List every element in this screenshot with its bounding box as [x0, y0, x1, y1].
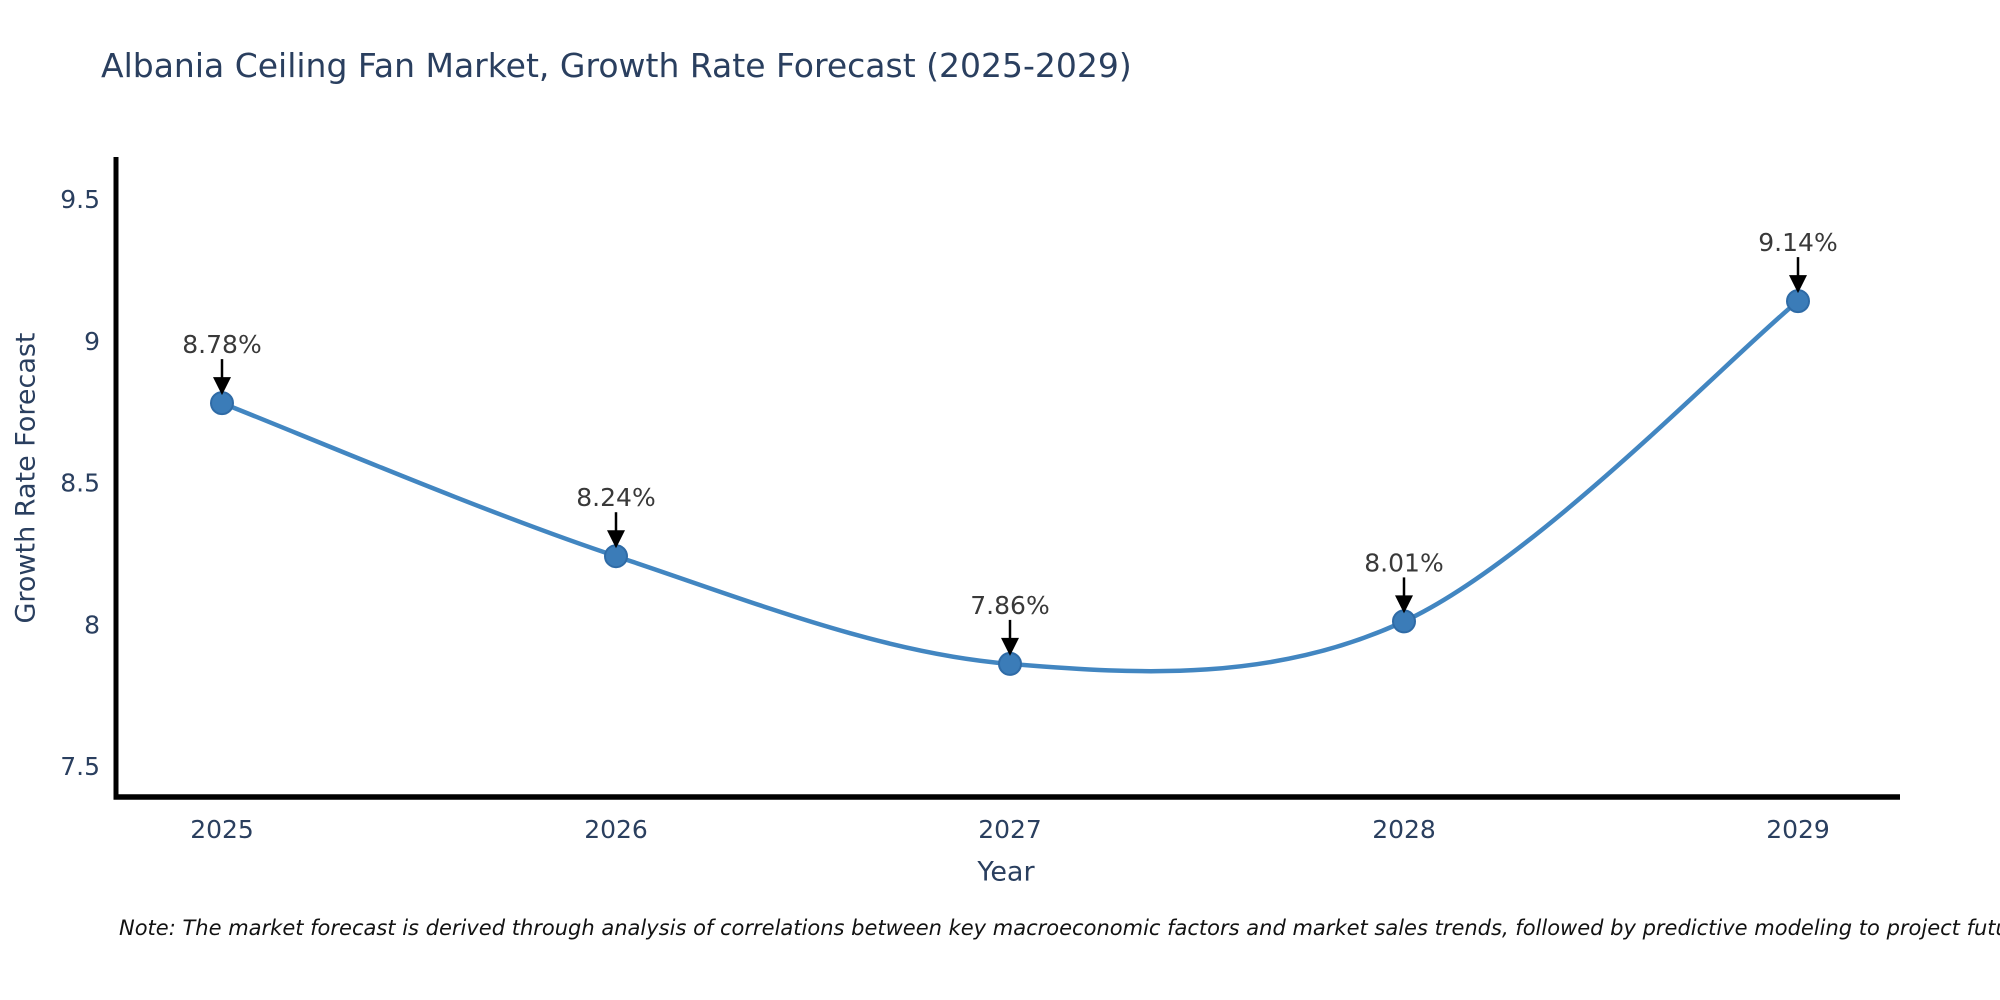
- point-value-label: 8.24%: [576, 483, 655, 512]
- x-tick-label: 2025: [190, 815, 254, 844]
- point-value-label: 7.86%: [970, 591, 1049, 620]
- annotation-arrowhead-icon: [1789, 275, 1807, 294]
- data-point-marker: [210, 391, 234, 416]
- y-tick-labels: 9.5 9 8.5 8 7.5: [60, 185, 100, 781]
- annotation-arrowhead-icon: [1001, 637, 1019, 656]
- data-point-marker: [1786, 289, 1810, 314]
- y-tick-label: 7.5: [60, 752, 100, 781]
- x-tick-label: 2026: [584, 815, 648, 844]
- point-annotations: 8.78% 8.24% 7.86% 8.01% 9.14%: [182, 228, 1838, 656]
- x-tick-label: 2027: [978, 815, 1042, 844]
- y-tick-label: 8: [84, 610, 100, 639]
- y-tick-label: 9.5: [60, 185, 100, 214]
- x-tick-label: 2028: [1372, 815, 1436, 844]
- annotation-arrowhead-icon: [1395, 595, 1413, 614]
- footnote: Note: The market forecast is derived thr…: [119, 916, 2000, 940]
- chart-title: Albania Ceiling Fan Market, Growth Rate …: [101, 46, 1132, 85]
- data-point-marker: [604, 544, 628, 569]
- point-value-label: 8.01%: [1364, 548, 1443, 577]
- x-axis-title: Year: [977, 856, 1035, 888]
- point-value-label: 9.14%: [1758, 228, 1837, 257]
- data-point-marker: [998, 651, 1022, 676]
- y-tick-label: 8.5: [60, 469, 100, 498]
- point-value-label: 8.78%: [182, 330, 261, 359]
- x-tick-label: 2029: [1766, 815, 1830, 844]
- x-tick-labels: 2025 2026 2027 2028 2029: [190, 815, 1830, 844]
- data-point-marker: [1392, 609, 1416, 634]
- annotation-arrowhead-icon: [213, 377, 231, 396]
- annotation-arrowhead-icon: [607, 530, 625, 549]
- y-tick-label: 9: [84, 327, 100, 356]
